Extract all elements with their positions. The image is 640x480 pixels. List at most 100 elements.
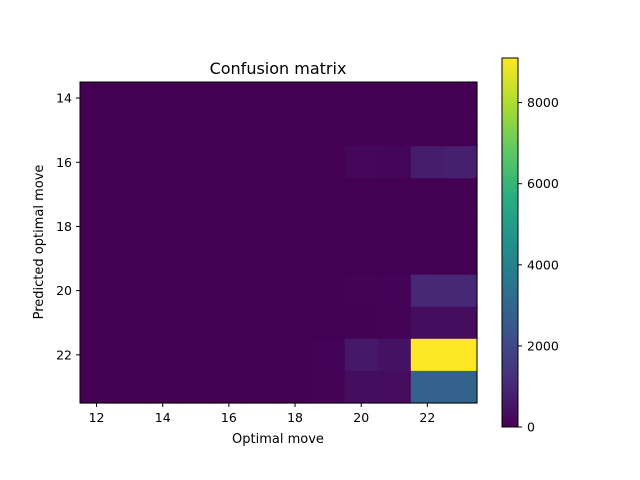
heatmap-cell: [344, 178, 379, 211]
heatmap-cell: [311, 210, 346, 244]
heatmap-cell: [443, 338, 478, 372]
heatmap-cell: [443, 210, 478, 244]
heatmap-cell: [377, 370, 412, 404]
heatmap-cell: [146, 306, 180, 340]
heatmap-cell: [113, 370, 147, 404]
heatmap-cell: [179, 242, 213, 276]
colorbar-tick-label: 4000: [527, 257, 559, 272]
chart-title: Confusion matrix: [210, 59, 347, 78]
x-axis-label: Optimal move: [232, 432, 324, 447]
heatmap-cell: [245, 114, 280, 147]
heatmap-cell: [344, 210, 379, 244]
heatmap-cell: [113, 82, 147, 115]
heatmap-cell: [179, 274, 213, 308]
heatmap-cell: [311, 242, 346, 276]
heatmap-cell: [311, 338, 346, 372]
heatmap-cell: [179, 210, 213, 244]
colorbar-ticks: 0 2000 4000 6000 8000: [518, 95, 559, 435]
heatmap-cell: [278, 306, 313, 340]
heatmap-cell: [443, 306, 478, 340]
plot-frame: [79, 81, 478, 404]
heatmap-cell: [278, 178, 313, 211]
heatmap-cell: [212, 306, 247, 340]
colorbar-tick-label: 8000: [527, 95, 559, 110]
colorbar-frame: [501, 57, 519, 428]
heatmap-cell: [278, 338, 313, 372]
heatmap-cell: [443, 242, 478, 276]
x-tick-label: 22: [419, 410, 435, 425]
heatmap-cell: [410, 306, 445, 340]
heatmap-cell: [344, 114, 379, 147]
heatmap-cell: [113, 146, 147, 179]
heatmap-cell: [443, 370, 478, 404]
heatmap-cell: [443, 82, 478, 115]
heatmap-cell: [245, 242, 280, 276]
y-axis-label: Predicted optimal move: [32, 165, 47, 320]
colorbar-tick-label: 2000: [527, 338, 559, 353]
heatmap-cell: [377, 178, 412, 211]
heatmap-cell: [410, 146, 445, 179]
heatmap-cell: [410, 82, 445, 115]
heatmap-cell: [245, 370, 280, 404]
colorbar-tick-label: 0: [527, 420, 535, 435]
heatmap-cell: [146, 210, 180, 244]
heatmap-cell: [113, 242, 147, 276]
y-axis-ticks: 14 16 18 20 22: [56, 91, 80, 362]
heatmap-cell: [80, 242, 114, 276]
heatmap-cell: [344, 306, 379, 340]
heatmap-cell: [443, 114, 478, 147]
heatmap-cell: [146, 242, 180, 276]
heatmap-cell: [311, 178, 346, 211]
heatmap-cell: [377, 210, 412, 244]
heatmap-cell: [212, 178, 247, 211]
heatmap-cell: [146, 338, 180, 372]
heatmap-cell: [212, 210, 247, 244]
heatmap-cell: [278, 370, 313, 404]
x-tick-label: 18: [287, 410, 303, 425]
heatmap-cell: [179, 146, 213, 179]
heatmap-cell: [344, 370, 379, 404]
heatmap-cell: [377, 306, 412, 340]
heatmap-cell: [443, 146, 478, 179]
heatmap-cell: [311, 306, 346, 340]
heatmap-cell: [113, 210, 147, 244]
heatmap-cell: [377, 114, 412, 147]
heatmap-cell: [179, 338, 213, 372]
heatmap-cell: [344, 146, 379, 179]
heatmap-cell: [80, 338, 114, 372]
heatmap-cell: [80, 274, 114, 308]
heatmap-cell: [311, 114, 346, 147]
heatmap-cell: [443, 178, 478, 211]
heatmap-cell: [278, 146, 313, 179]
heatmap-cells: [80, 82, 478, 404]
heatmap-cell: [179, 370, 213, 404]
heatmap-cell: [80, 210, 114, 244]
heatmap-cell: [80, 114, 114, 147]
x-tick-label: 14: [155, 410, 171, 425]
heatmap-cell: [212, 274, 247, 308]
heatmap-cell: [410, 338, 445, 372]
heatmap-cell: [344, 338, 379, 372]
heatmap-cell: [212, 338, 247, 372]
heatmap-cell: [278, 82, 313, 115]
heatmap-cell: [113, 178, 147, 211]
heatmap-cell: [212, 82, 247, 115]
heatmap-cell: [278, 114, 313, 147]
heatmap-cell: [311, 146, 346, 179]
heatmap-cell: [80, 82, 114, 115]
heatmap-cell: [146, 82, 180, 115]
y-tick-label: 16: [56, 155, 72, 170]
heatmap-cell: [146, 114, 180, 147]
heatmap-cell: [146, 178, 180, 211]
y-tick-label: 14: [56, 91, 72, 106]
heatmap-cell: [212, 370, 247, 404]
heatmap-cell: [344, 82, 379, 115]
x-tick-label: 12: [89, 410, 105, 425]
heatmap-cell: [113, 274, 147, 308]
heatmap-cell: [410, 274, 445, 308]
heatmap-cell: [410, 210, 445, 244]
heatmap-cell: [344, 242, 379, 276]
heatmap-cell: [146, 370, 180, 404]
y-tick-label: 18: [56, 219, 72, 234]
heatmap-cell: [179, 178, 213, 211]
